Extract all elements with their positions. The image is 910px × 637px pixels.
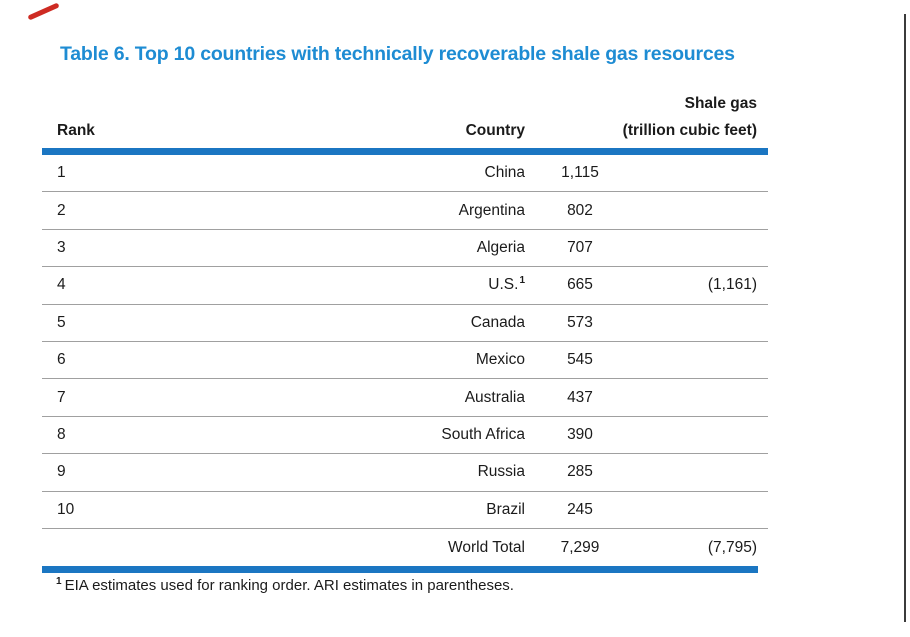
- cell-value: 707: [567, 238, 593, 256]
- cell-paren: (7,795): [707, 538, 757, 556]
- cell-country: Canada: [470, 313, 525, 331]
- cell-value: 1,115: [561, 164, 599, 182]
- cell-rank: 8: [57, 425, 66, 443]
- table-row: 3 Algeria 707: [42, 230, 768, 268]
- cell-country: Australia: [464, 388, 525, 406]
- cell-rank: 5: [57, 313, 66, 331]
- cell-rank: 7: [57, 388, 66, 406]
- cell-value: 802: [567, 201, 593, 219]
- cell-rank: 6: [57, 351, 66, 369]
- table-row: 9 Russia 285: [42, 454, 768, 492]
- cell-rank: 10: [57, 500, 75, 518]
- page-title: Table 6. Top 10 countries with technical…: [60, 43, 735, 65]
- cell-value: 7,299: [560, 538, 600, 556]
- footnote: 1 EIA estimates used for ranking order. A…: [55, 576, 514, 595]
- cell-country: World Total: [448, 538, 525, 556]
- table-row: 8 South Africa 390: [42, 417, 768, 455]
- cell-value: 245: [567, 500, 593, 518]
- cell-country: China: [484, 164, 526, 182]
- table-row: 7 Australia 437: [42, 379, 768, 417]
- footnote-superscript: 1: [56, 576, 62, 587]
- cell-rank: 2: [57, 201, 66, 219]
- cell-rank: 3: [57, 238, 66, 256]
- col-header-unit: (trillion cubic feet): [622, 122, 757, 139]
- country-superscript: 1: [519, 275, 525, 287]
- table-header-line1: Shale gas: [42, 86, 768, 113]
- cell-value: 665: [567, 276, 593, 294]
- cell-country: Argentina: [458, 201, 525, 219]
- table-header-line2: Rank Country (trillion cubic feet): [42, 113, 768, 140]
- footnote-text: EIA estimates used for ranking order. AR…: [64, 577, 514, 594]
- cell-rank: 1: [57, 164, 66, 182]
- table-bottom-rule: [42, 566, 758, 574]
- cell-country: South Africa: [441, 425, 525, 443]
- table-row: 4 U.S.1 665 (1,161): [42, 267, 768, 305]
- table-row: World Total 7,299 (7,795): [42, 529, 768, 566]
- cell-rank: 4: [57, 276, 66, 294]
- table-top-rule: [42, 148, 768, 155]
- cell-value: 437: [567, 388, 593, 406]
- cell-value: 390: [567, 425, 593, 443]
- cell-paren: (1,161): [707, 276, 757, 294]
- red-pen-mark-icon: [27, 2, 60, 21]
- cell-country: Mexico: [475, 351, 525, 369]
- col-header-rank: Rank: [57, 122, 95, 139]
- col-header-shale-gas: Shale gas: [684, 95, 757, 112]
- shale-gas-table: Shale gas Rank Country (trillion cubic f…: [42, 86, 768, 574]
- cell-country: Russia: [477, 463, 525, 481]
- cell-rank: 9: [57, 463, 66, 481]
- cell-country: Brazil: [486, 500, 525, 518]
- table-row: 10 Brazil 245: [42, 492, 768, 529]
- col-header-country: Country: [465, 122, 525, 139]
- cell-value: 545: [567, 351, 593, 369]
- cell-value: 285: [567, 463, 593, 481]
- cell-country: U.S.1: [488, 275, 525, 294]
- cell-value: 573: [567, 313, 593, 331]
- table-row: 2 Argentina 802: [42, 192, 768, 230]
- page-edge-border: [904, 14, 906, 622]
- table-row: 5 Canada 573: [42, 305, 768, 342]
- table-row: 6 Mexico 545: [42, 342, 768, 380]
- table-rows: 1 China 1,115 2 Argentina 802 3 Algeria …: [42, 155, 768, 566]
- table-row: 1 China 1,115: [42, 155, 768, 193]
- cell-country: Algeria: [476, 238, 525, 256]
